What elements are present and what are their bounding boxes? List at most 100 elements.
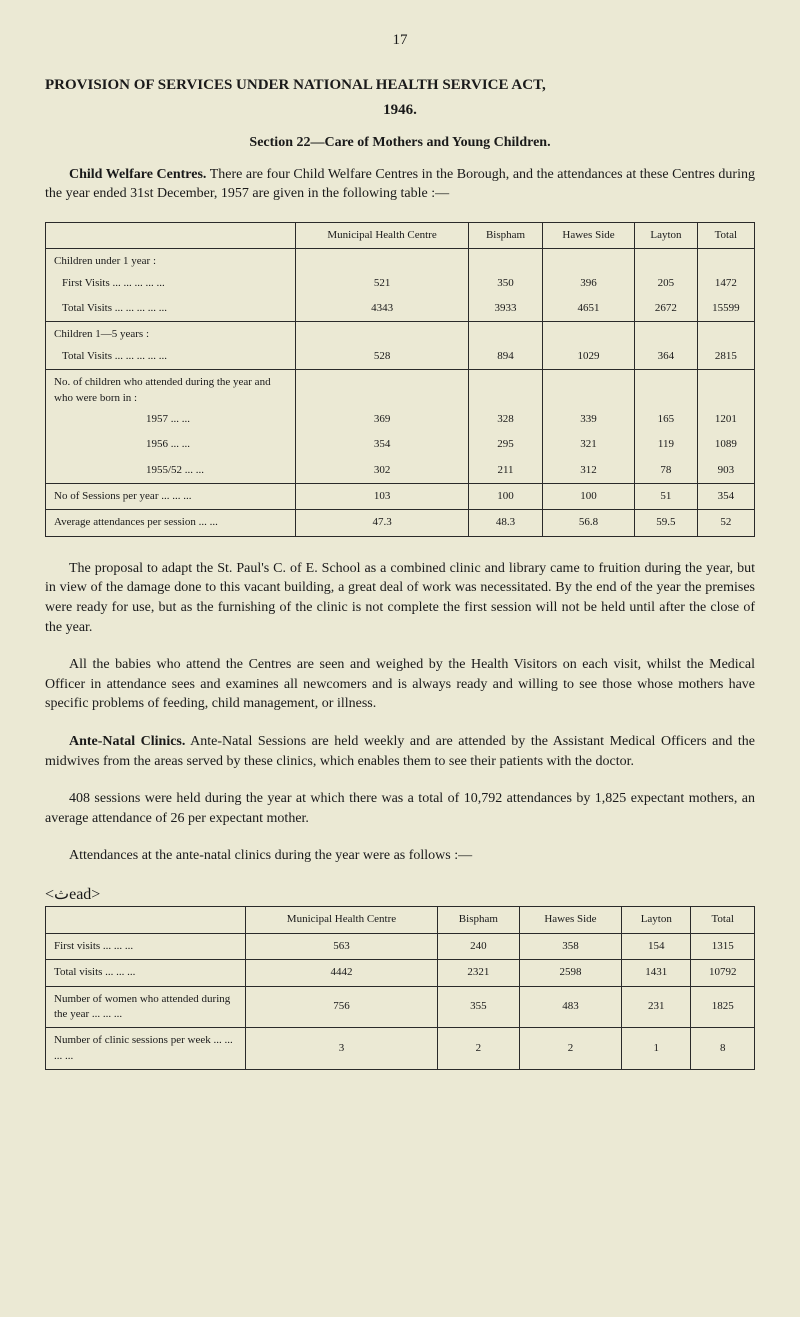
data-cell: 894	[469, 344, 543, 370]
data-cell: 3933	[469, 296, 543, 322]
header-blank	[46, 222, 296, 248]
data-cell: 4442	[246, 960, 438, 986]
group-title: No. of children who attended during the …	[46, 370, 296, 407]
row-label: First visits ... ... ...	[46, 933, 246, 959]
data-cell: 119	[635, 432, 697, 457]
empty-cell	[697, 370, 754, 407]
empty-cell	[697, 249, 754, 271]
table2-header-row: Municipal Health Centre Bispham Hawes Si…	[46, 907, 755, 933]
table-row: Number of clinic sessions per week ... .…	[46, 1028, 755, 1070]
data-cell: 2321	[437, 960, 519, 986]
data-cell: 521	[296, 271, 469, 296]
row-label: Number of women who attended during the …	[46, 986, 246, 1028]
t2-header-hawes: Hawes Side	[519, 907, 621, 933]
data-cell: 358	[519, 933, 621, 959]
t2-header-bispham: Bispham	[437, 907, 519, 933]
data-cell: 1201	[697, 407, 754, 432]
data-cell: 354	[697, 484, 754, 510]
data-cell: 295	[469, 432, 543, 457]
row-label: Number of clinic sessions per week ... .…	[46, 1028, 246, 1070]
t2-header-blank	[46, 907, 246, 933]
table-row: First visits ... ... ...5632403581541315	[46, 933, 755, 959]
data-cell: 2	[519, 1028, 621, 1070]
table-group-title-row: No. of children who attended during the …	[46, 370, 755, 407]
header-layton: Layton	[635, 222, 697, 248]
data-cell: 563	[246, 933, 438, 959]
data-cell: 59.5	[635, 510, 697, 536]
data-cell: 355	[437, 986, 519, 1028]
data-cell: 1825	[691, 986, 755, 1028]
data-cell: 369	[296, 407, 469, 432]
child-welfare-bold: Child Welfare Centres.	[69, 167, 206, 182]
row-label: Total Visits ... ... ... ... ...	[46, 296, 296, 322]
sessions-paragraph: 408 sessions were held during the year a…	[45, 789, 755, 828]
empty-cell	[469, 370, 543, 407]
data-cell: 364	[635, 344, 697, 370]
data-cell: 339	[542, 407, 634, 432]
data-cell: 354	[296, 432, 469, 457]
table-row: Total Visits ... ... ... ... ...43433933…	[46, 296, 755, 322]
empty-cell	[635, 322, 697, 344]
data-cell: 2672	[635, 296, 697, 322]
data-cell: 1029	[542, 344, 634, 370]
table-row: 1955/52 ... ...30221131278903	[46, 458, 755, 484]
antenatal-bold: Ante-Natal Clinics.	[69, 734, 185, 749]
data-cell: 328	[469, 407, 543, 432]
data-cell: 756	[246, 986, 438, 1028]
data-cell: 15599	[697, 296, 754, 322]
data-cell: 100	[469, 484, 543, 510]
table-row: No of Sessions per year ... ... ...10310…	[46, 484, 755, 510]
child-welfare-table: Municipal Health Centre Bispham Hawes Si…	[45, 222, 755, 537]
empty-cell	[469, 322, 543, 344]
empty-cell	[635, 370, 697, 407]
data-cell: 1	[622, 1028, 691, 1070]
t2-header-municipal: Municipal Health Centre	[246, 907, 438, 933]
data-cell: 3	[246, 1028, 438, 1070]
row-label: 1956 ... ...	[46, 432, 296, 457]
data-cell: 2815	[697, 344, 754, 370]
antenatal-table: Municipal Health Centre Bispham Hawes Si…	[45, 906, 755, 1070]
data-cell: 231	[622, 986, 691, 1028]
data-cell: 8	[691, 1028, 755, 1070]
table-row: Total visits ... ... ...4442232125981431…	[46, 960, 755, 986]
intro-paragraph: Child Welfare Centres. There are four Ch…	[45, 165, 755, 204]
t2-header-layton: Layton	[622, 907, 691, 933]
data-cell: 302	[296, 458, 469, 484]
table-header-row: Municipal Health Centre Bispham Hawes Si…	[46, 222, 755, 248]
data-cell: 1431	[622, 960, 691, 986]
data-cell: 240	[437, 933, 519, 959]
data-cell: 211	[469, 458, 543, 484]
table-group-title-row: Children 1—5 years :	[46, 322, 755, 344]
data-cell: 205	[635, 271, 697, 296]
empty-cell	[469, 249, 543, 271]
data-cell: 2	[437, 1028, 519, 1070]
header-total: Total	[697, 222, 754, 248]
data-cell: 4343	[296, 296, 469, 322]
data-cell: 51	[635, 484, 697, 510]
row-label: Average attendances per session ... ...	[46, 510, 296, 536]
antenatal-paragraph: Ante-Natal Clinics. Ante-Natal Sessions …	[45, 732, 755, 771]
row-label: 1957 ... ...	[46, 407, 296, 432]
row-label: First Visits ... ... ... ... ...	[46, 271, 296, 296]
year-line: 1946.	[45, 100, 755, 121]
header-bispham: Bispham	[469, 222, 543, 248]
data-cell: 56.8	[542, 510, 634, 536]
data-cell: 47.3	[296, 510, 469, 536]
data-cell: 1472	[697, 271, 754, 296]
data-cell: 483	[519, 986, 621, 1028]
header-municipal: Municipal Health Centre	[296, 222, 469, 248]
empty-cell	[697, 322, 754, 344]
data-cell: 528	[296, 344, 469, 370]
empty-cell	[542, 370, 634, 407]
row-label: No of Sessions per year ... ... ...	[46, 484, 296, 510]
data-cell: 4651	[542, 296, 634, 322]
table-row: 1957 ... ...3693283391651201	[46, 407, 755, 432]
group-title: Children 1—5 years :	[46, 322, 296, 344]
row-label: 1955/52 ... ...	[46, 458, 296, 484]
data-cell: 1315	[691, 933, 755, 959]
table-row: Total Visits ... ... ... ... ...52889410…	[46, 344, 755, 370]
proposal-paragraph: The proposal to adapt the St. Paul's C. …	[45, 559, 755, 637]
table-row: Average attendances per session ... ...4…	[46, 510, 755, 536]
data-cell: 321	[542, 432, 634, 457]
data-cell: 1089	[697, 432, 754, 457]
